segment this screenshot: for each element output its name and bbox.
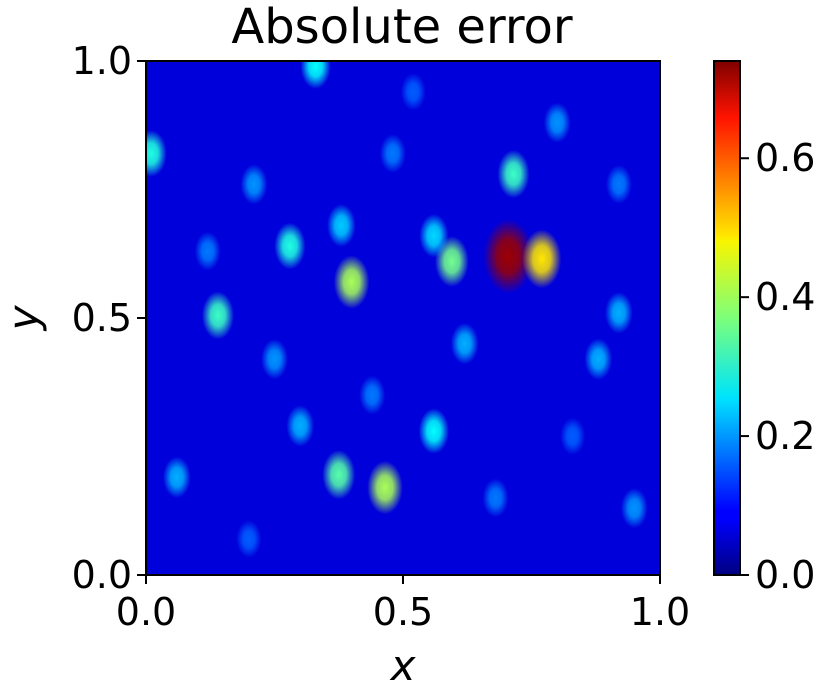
x-axis: 0.0 0.5 1.0 — [116, 575, 690, 634]
error-hotspot — [560, 417, 586, 455]
error-hotspot — [333, 255, 370, 309]
error-hotspot — [194, 231, 221, 271]
colorbar: 0.0 0.2 0.4 0.6 — [713, 60, 815, 597]
colorbar-tick-label: 0.0 — [755, 553, 815, 597]
error-hotspot — [620, 488, 648, 529]
error-hotspot — [240, 164, 268, 205]
error-hotspot — [522, 229, 562, 289]
chart-title: Absolute error — [231, 0, 573, 55]
error-hotspot — [497, 150, 530, 199]
error-hotspot — [322, 450, 356, 500]
error-hotspot — [286, 405, 315, 447]
error-hotspot — [163, 456, 191, 499]
colorbar-ticks: 0.0 0.2 0.4 0.6 — [740, 136, 815, 597]
error-hotspot — [584, 338, 613, 380]
colorbar-tick-label: 0.6 — [755, 136, 815, 180]
error-hotspot — [543, 102, 571, 143]
error-hotspot — [605, 292, 633, 334]
colorbar-tick-label: 0.4 — [755, 275, 815, 319]
error-hotspot — [400, 73, 426, 111]
error-hotspot — [300, 61, 331, 89]
error-hotspot — [327, 204, 356, 247]
error-hotspot — [367, 460, 403, 515]
error-hotspot — [605, 164, 632, 204]
x-tick-label: 1.0 — [630, 590, 690, 634]
error-hotspot — [418, 408, 449, 454]
y-axis: 0.0 0.5 1.0 — [72, 39, 146, 597]
error-hotspot — [419, 214, 449, 258]
error-hotspot — [236, 520, 262, 558]
error-hotspot — [482, 478, 509, 518]
y-axis-label: y — [0, 304, 48, 332]
error-hotspot — [379, 134, 406, 173]
colorbar-gradient — [713, 60, 741, 576]
y-tick-label: 0.0 — [72, 553, 132, 597]
colorbar-tick-label: 0.2 — [755, 414, 815, 458]
error-hotspot — [261, 339, 288, 380]
error-hotspot — [146, 130, 167, 177]
y-tick-label: 0.5 — [72, 296, 132, 340]
x-tick-label: 0.0 — [116, 590, 176, 634]
y-tick-label: 1.0 — [72, 39, 132, 83]
x-tick-label: 0.5 — [373, 590, 433, 634]
error-hotspot — [483, 219, 534, 294]
error-hotspot — [359, 375, 386, 415]
x-axis-label: x — [389, 641, 417, 690]
plot-area — [145, 60, 661, 576]
error-hotspot — [201, 291, 235, 340]
error-hotspots — [146, 61, 648, 558]
error-hotspot — [450, 322, 479, 365]
error-hotspot — [274, 222, 306, 270]
